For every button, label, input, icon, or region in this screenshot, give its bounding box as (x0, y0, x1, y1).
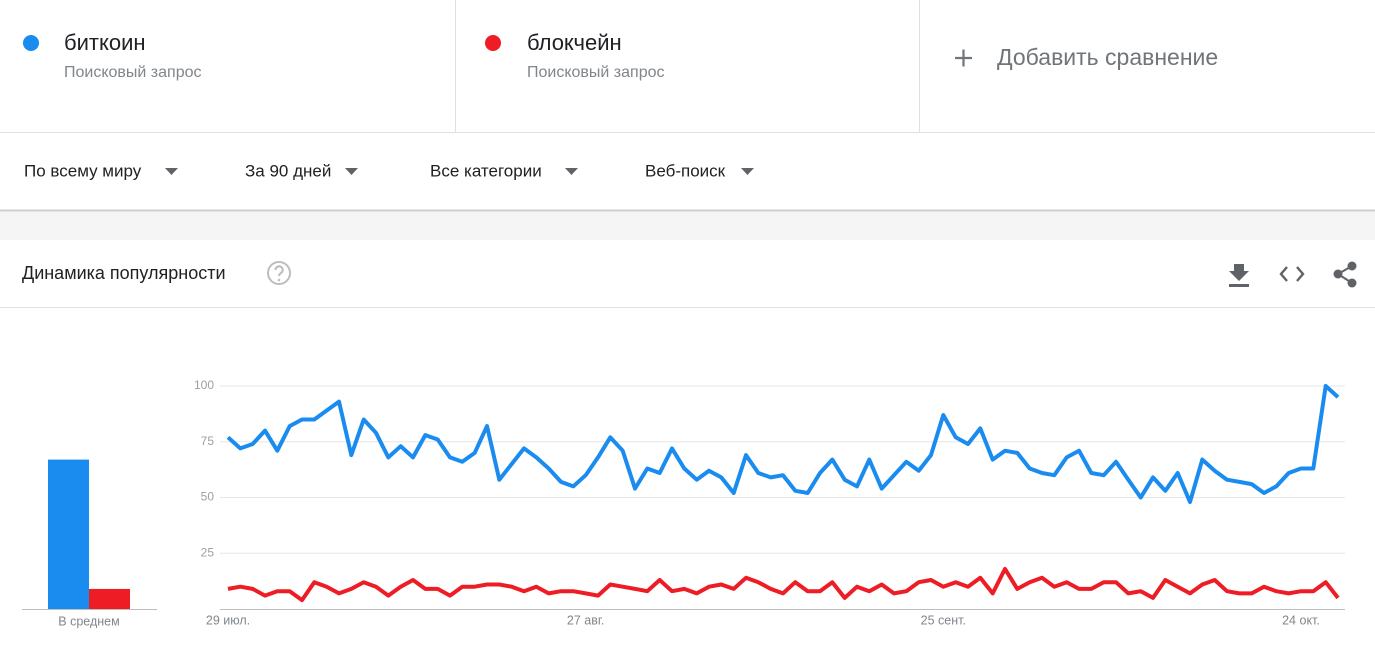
download-icon[interactable] (1229, 264, 1249, 287)
filter[interactable]: По всему миру (24, 161, 178, 180)
x-tick-label: 29 июл. (206, 613, 250, 627)
y-tick-label: 50 (201, 490, 215, 504)
term-card[interactable]: биткоин Поисковый запрос (23, 30, 202, 81)
dropdown-arrow (565, 168, 578, 175)
dropdown-arrow (165, 168, 178, 175)
separator-band (0, 210, 1375, 240)
filter-label: Веб-поиск (645, 161, 726, 180)
filter-label: По всему миру (24, 161, 142, 180)
add-comparison[interactable]: Добавить сравнение (955, 44, 1218, 70)
y-tick-label: 25 (201, 545, 215, 559)
y-tick-label: 75 (201, 434, 215, 448)
trend-line (227, 566, 1340, 603)
average-bar (48, 459, 89, 609)
dropdown-arrow (741, 168, 754, 175)
x-tick-label: 24 окт. (1282, 613, 1320, 627)
term-name: блокчейн (527, 30, 622, 55)
filter[interactable]: Веб-поиск (645, 161, 754, 180)
y-tick-label: 100 (194, 378, 214, 392)
average-label: В среднем (58, 614, 119, 628)
term-card[interactable]: блокчейн Поисковый запрос (485, 30, 665, 81)
embed-icon[interactable] (1279, 266, 1305, 282)
term-type: Поисковый запрос (64, 64, 202, 81)
trend-line (226, 384, 1340, 504)
filter[interactable]: Все категории (430, 161, 578, 180)
share-icon[interactable] (1333, 261, 1357, 288)
add-label: Добавить сравнение (997, 44, 1218, 70)
header (0, 0, 1375, 132)
help-icon[interactable] (267, 261, 291, 285)
filter-label: Все категории (430, 161, 542, 180)
x-tick-label: 27 авг. (567, 613, 604, 627)
term-type: Поисковый запрос (527, 64, 665, 81)
x-tick-label: 25 сент. (921, 613, 966, 627)
term-name: биткоин (64, 30, 146, 55)
plus-icon (955, 49, 972, 67)
dropdown-arrow (345, 168, 358, 175)
term-dot (485, 35, 501, 51)
card-title: Динамика популярности (22, 263, 226, 283)
filter-label: За 90 дней (245, 161, 331, 180)
term-dot (23, 35, 39, 51)
average-bar (89, 588, 130, 609)
filter[interactable]: За 90 дней (245, 161, 358, 180)
